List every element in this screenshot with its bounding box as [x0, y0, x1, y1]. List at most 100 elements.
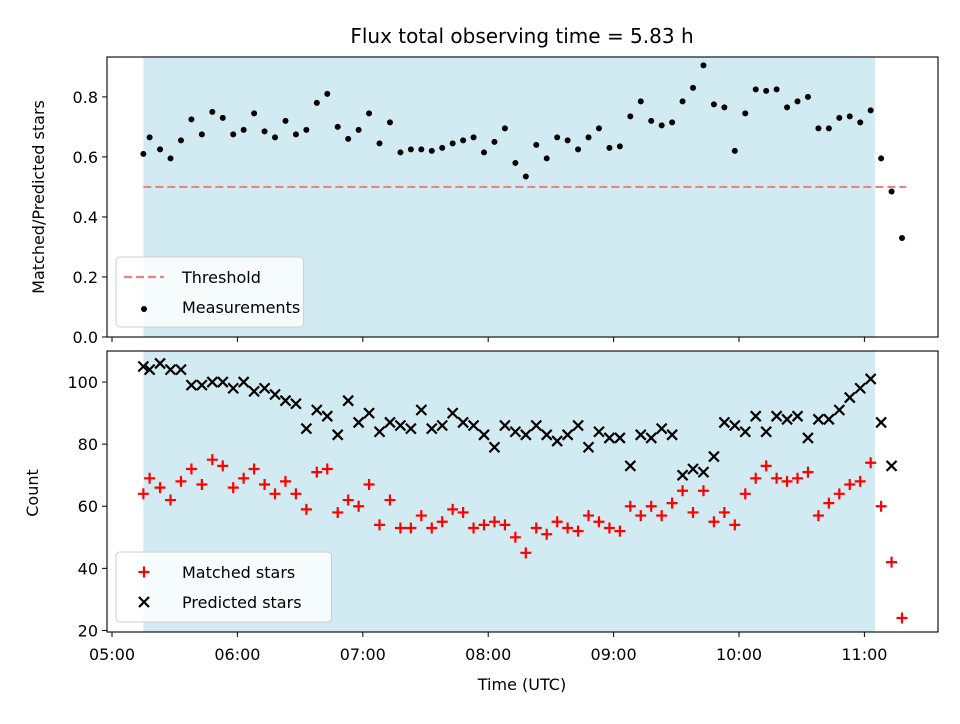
data-point — [405, 422, 417, 435]
data-point — [259, 479, 271, 491]
data-point — [481, 149, 488, 156]
data-point — [311, 404, 323, 416]
bottom-y-tick-label: 60 — [78, 497, 98, 516]
bottom-legend: Matched stars Predicted stars — [115, 551, 332, 623]
legend-label: Measurements — [182, 298, 300, 317]
legend-label: Matched stars — [182, 563, 295, 582]
data-point — [614, 432, 626, 444]
data-point — [770, 410, 783, 422]
data-point — [593, 516, 605, 528]
data-point — [196, 379, 208, 391]
data-point — [729, 519, 741, 531]
data-point — [645, 432, 657, 444]
data-point — [802, 466, 814, 478]
data-point — [530, 522, 542, 534]
data-point — [802, 432, 814, 444]
data-point — [530, 419, 543, 432]
data-point — [637, 98, 644, 105]
data-point — [551, 435, 563, 447]
data-point — [593, 425, 605, 438]
data-point — [238, 472, 250, 484]
data-point — [825, 125, 832, 132]
data-point — [616, 143, 623, 150]
data-point — [512, 159, 519, 166]
data-point — [603, 522, 615, 534]
top-y-tick-label: 0.0 — [73, 328, 98, 347]
data-point — [760, 460, 772, 472]
data-point — [520, 429, 532, 441]
data-point — [760, 425, 772, 438]
data-point — [899, 234, 906, 241]
data-point — [635, 510, 647, 522]
data-point — [324, 90, 331, 97]
data-point — [219, 114, 226, 121]
data-point — [146, 134, 153, 141]
data-point — [439, 144, 446, 151]
data-point — [679, 98, 686, 105]
data-point — [669, 119, 676, 126]
data-point — [815, 125, 822, 132]
data-point — [436, 419, 448, 432]
data-point — [582, 441, 595, 454]
data-point — [854, 382, 866, 395]
data-point — [865, 457, 877, 469]
data-point — [167, 155, 174, 162]
data-point — [491, 138, 498, 145]
data-point — [575, 146, 582, 153]
data-point — [499, 519, 511, 531]
top-y-tick-label: 0.6 — [73, 148, 98, 167]
bottom-series-0 — [137, 454, 908, 624]
data-point — [137, 488, 149, 500]
data-point — [739, 488, 751, 500]
data-point — [677, 485, 689, 497]
data-point — [666, 429, 678, 441]
data-point — [627, 113, 634, 120]
data-point — [227, 482, 239, 494]
data-point — [700, 62, 707, 69]
data-point — [164, 363, 177, 376]
data-point — [144, 472, 156, 484]
data-point — [572, 419, 584, 432]
data-point — [509, 531, 521, 543]
data-point — [843, 391, 856, 404]
data-point — [279, 394, 292, 407]
data-point — [206, 376, 219, 388]
data-point — [750, 472, 762, 484]
data-point — [676, 469, 689, 481]
data-point — [363, 407, 375, 419]
data-point — [520, 547, 532, 559]
data-point — [457, 416, 469, 429]
data-point — [729, 419, 741, 432]
data-point — [240, 126, 247, 133]
data-point — [812, 510, 824, 522]
top-legend: Threshold Measurements — [115, 256, 305, 328]
data-point — [885, 460, 898, 472]
bottom-panel: 20 40 60 80 100 05:00 06:00 07:00 08:00 09:00 10:0… — [67, 350, 939, 664]
data-point — [300, 503, 312, 515]
data-point — [415, 404, 428, 416]
x-tick-label: 10:00 — [716, 645, 762, 664]
data-point — [792, 472, 804, 484]
data-point — [867, 107, 874, 114]
data-point — [554, 134, 561, 141]
data-point — [522, 173, 529, 180]
top-y-tick-label: 0.4 — [73, 208, 98, 227]
data-point — [551, 516, 563, 528]
data-point — [666, 497, 678, 509]
data-point — [478, 519, 490, 531]
data-point — [366, 110, 373, 117]
data-point — [634, 429, 647, 441]
top-y-tick-label: 0.2 — [73, 268, 98, 287]
data-point — [290, 488, 302, 500]
data-point — [140, 150, 147, 157]
data-point — [198, 131, 205, 138]
data-point — [718, 416, 731, 429]
data-point — [457, 506, 469, 518]
bottom-axes-frame — [106, 350, 939, 633]
top-panel: 0.0 0.2 0.4 0.6 0.8 Threshold Measurements — [73, 56, 939, 347]
data-point — [248, 463, 260, 475]
data-point — [209, 108, 216, 115]
data-point — [384, 416, 396, 429]
data-point — [352, 416, 365, 429]
data-point — [177, 137, 184, 144]
